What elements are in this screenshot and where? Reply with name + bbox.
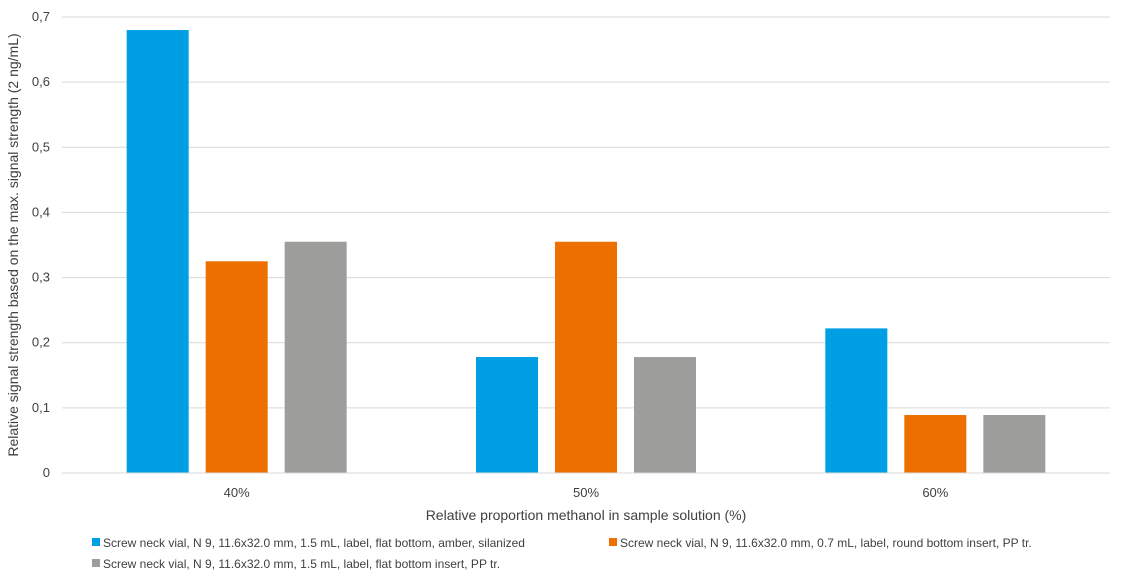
bar-60pct-series-1 xyxy=(825,328,888,473)
y-tick-label: 0,2 xyxy=(32,335,50,350)
y-tick-label: 0,4 xyxy=(32,204,50,219)
legend-label: Screw neck vial, N 9, 11.6x32.0 mm, 1.5 … xyxy=(103,557,500,571)
y-tick-label: 0,3 xyxy=(32,270,50,285)
legend: Screw neck vial, N 9, 11.6x32.0 mm, 1.5 … xyxy=(92,536,1032,571)
legend-label: Screw neck vial, N 9, 11.6x32.0 mm, 0.7 … xyxy=(620,536,1032,550)
x-tick-label: 50% xyxy=(573,485,599,500)
legend-swatch xyxy=(92,559,100,567)
bar-50pct-series-2 xyxy=(555,241,617,473)
y-tick-label: 0,7 xyxy=(32,9,50,24)
legend-swatch xyxy=(609,538,617,546)
y-axis-title: Relative signal strength based on the ma… xyxy=(5,33,21,456)
x-axis-title: Relative proportion methanol in sample s… xyxy=(426,507,747,523)
x-tick-label: 40% xyxy=(224,485,250,500)
y-tick-label: 0,5 xyxy=(32,139,50,154)
y-axis-ticks: 0 0,1 0,2 0,3 0,4 0,5 0,6 0,7 xyxy=(32,9,50,480)
bars xyxy=(126,30,1046,474)
y-tick-label: 0 xyxy=(43,465,50,480)
legend-label: Screw neck vial, N 9, 11.6x32.0 mm, 1.5 … xyxy=(103,536,525,550)
x-axis-ticks: 40% 50% 60% xyxy=(224,485,949,500)
bar-50pct-series-3 xyxy=(634,357,696,473)
bar-40pct-series-1 xyxy=(126,30,189,474)
bar-40pct-series-3 xyxy=(284,241,347,473)
y-tick-label: 0,6 xyxy=(32,74,50,89)
x-tick-label: 60% xyxy=(922,485,948,500)
bar-60pct-series-3 xyxy=(983,415,1046,473)
bar-50pct-series-1 xyxy=(476,357,538,473)
bar-60pct-series-2 xyxy=(904,415,967,473)
bar-40pct-series-2 xyxy=(205,261,268,473)
legend-swatch xyxy=(92,538,100,546)
y-tick-label: 0,1 xyxy=(32,400,50,415)
